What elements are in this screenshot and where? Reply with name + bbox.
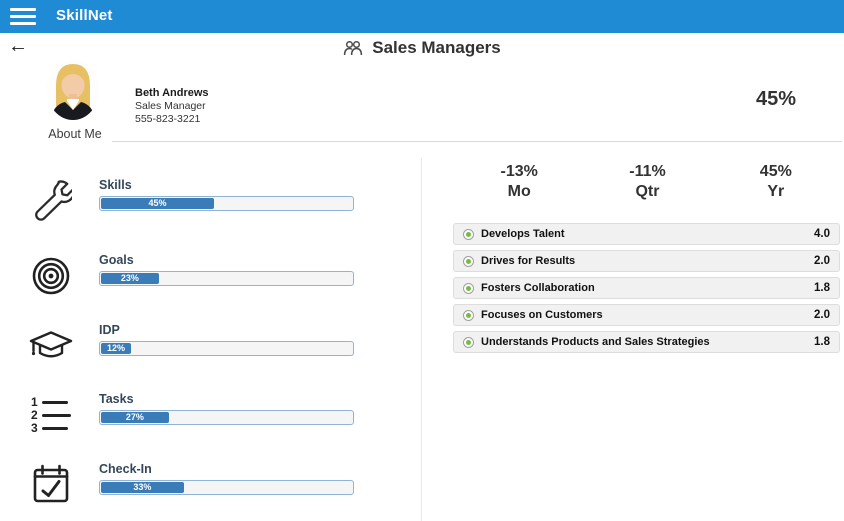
stat-year: 45% Yr [712,162,840,202]
profile-phone: 555-823-3221 [135,113,201,125]
list-item[interactable]: Understands Products and Sales Strategie… [453,331,840,353]
skills-progress-bar: 45% [99,196,354,211]
stat-value: 45% [759,163,792,180]
back-arrow-icon[interactable]: ← [8,35,28,57]
overall-score: 45% [755,88,796,110]
vertical-divider [421,158,422,521]
people-icon [343,40,364,56]
green-radio-icon [463,282,474,294]
graduation-cap-icon [28,323,74,369]
metric-row-skills[interactable]: Skills 45% [28,178,354,224]
top-app-bar: SkillNet [0,0,844,33]
progress-value: 45% [148,198,167,208]
tab-divider [112,141,842,142]
list-item[interactable]: Develops Talent 4.0 [453,223,840,245]
app-title: SkillNet [56,7,113,24]
competency-score: 2.0 [814,309,830,321]
profile-role: Sales Manager [135,100,206,112]
competency-score: 1.8 [814,336,830,348]
period-stats: -13% Mo -11% Qtr 45% Yr [455,162,840,202]
profile-name: Beth Andrews [135,87,209,99]
progress-value: 12% [107,343,126,353]
competency-name: Develops Talent [481,228,565,240]
tab-about-me[interactable]: About Me [48,127,102,141]
stat-period: Yr [767,183,785,200]
goals-progress-bar: 23% [99,271,354,286]
stat-quarter: -11% Qtr [583,162,711,202]
target-icon [28,253,74,299]
calendar-check-icon [28,462,74,508]
metric-label: IDP [99,323,120,337]
metric-row-idp[interactable]: IDP 12% [28,323,354,369]
metric-label: Check-In [99,462,152,476]
profile-photo [46,60,100,123]
metric-label: Skills [99,178,132,192]
list-item[interactable]: Drives for Results 2.0 [453,250,840,272]
competency-score: 1.8 [814,282,830,294]
checkin-progress-bar: 33% [99,480,354,495]
numbered-list-icon: 1 2 3 [28,392,74,438]
competency-name: Fosters Collaboration [481,282,595,294]
progress-value: 33% [133,482,152,492]
metric-label: Tasks [99,392,134,406]
stat-period: Mo [507,183,531,200]
idp-progress-bar: 12% [99,341,354,356]
green-radio-icon [463,228,474,240]
tasks-progress-bar: 27% [99,410,354,425]
green-radio-icon [463,336,474,348]
competency-score: 2.0 [814,255,830,267]
competency-list: Develops Talent 4.0 Drives for Results 2… [453,223,840,358]
progress-value: 23% [120,273,139,283]
list-item[interactable]: Fosters Collaboration 1.8 [453,277,840,299]
stat-month: -13% Mo [455,162,583,202]
competency-name: Understands Products and Sales Strategie… [481,336,710,348]
page-title: Sales Managers [372,38,501,57]
competency-score: 4.0 [814,228,830,240]
profile-info: Beth Andrews Sales Manager 555-823-3221 [135,87,209,126]
metric-row-checkin[interactable]: Check-In 33% [28,462,354,508]
metric-row-goals[interactable]: Goals 23% [28,253,354,299]
wrench-icon [28,178,74,224]
competency-name: Focuses on Customers [481,309,603,321]
hamburger-menu-icon[interactable] [10,7,36,26]
stat-period: Qtr [635,183,660,200]
stat-value: -11% [629,163,666,180]
list-item[interactable]: Focuses on Customers 2.0 [453,304,840,326]
green-radio-icon [463,255,474,267]
metric-row-tasks[interactable]: 1 2 3 Tasks 27% [28,392,354,438]
page-header: Sales Managers [0,38,844,58]
metric-label: Goals [99,253,134,267]
competency-name: Drives for Results [481,255,576,267]
green-radio-icon [463,309,474,321]
progress-value: 27% [125,412,144,422]
stat-value: -13% [500,163,538,180]
